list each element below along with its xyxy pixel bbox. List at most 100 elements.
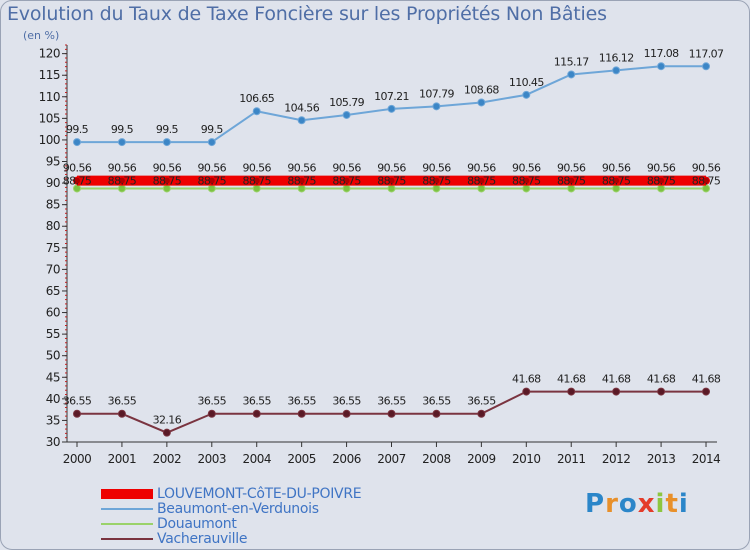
- x-tick-label: 2002: [153, 452, 182, 466]
- x-tick-label: 2003: [198, 452, 227, 466]
- data-label: 90.56: [242, 162, 271, 175]
- data-point: [612, 66, 621, 75]
- data-point: [117, 138, 126, 147]
- proxiti-logo-letter: o: [618, 489, 638, 519]
- data-point: [387, 409, 396, 418]
- data-point: [432, 176, 441, 185]
- y-tick-label: 110: [39, 90, 60, 104]
- data-label: 90.56: [512, 162, 541, 175]
- data-label: 105.79: [329, 96, 364, 109]
- data-point: [162, 138, 171, 147]
- data-label: 90.56: [602, 162, 631, 175]
- legend-label-douaumont: Douaumont: [157, 516, 237, 532]
- data-point: [297, 116, 306, 125]
- data-point: [207, 409, 216, 418]
- x-tick-label: 2004: [242, 452, 271, 466]
- data-point: [702, 62, 711, 71]
- legend-label-louvemont: LOUVEMONT-CôTE-DU-POIVRE: [157, 486, 362, 502]
- chart-title: Evolution du Taux de Taxe Foncière sur l…: [7, 3, 607, 25]
- data-point: [297, 176, 306, 185]
- data-point: [342, 409, 351, 418]
- data-label: 90.56: [332, 162, 361, 175]
- data-label: 88.75: [512, 174, 541, 187]
- data-point: [297, 409, 306, 418]
- data-label: 88.75: [422, 174, 451, 187]
- data-label: 110.45: [509, 76, 544, 89]
- data-label: 104.56: [284, 101, 319, 114]
- data-point: [117, 409, 126, 418]
- y-tick-label: 60: [46, 306, 60, 320]
- y-tick-label: 120: [39, 47, 60, 61]
- y-tick-label: 115: [39, 68, 60, 82]
- legend-swatch-louvemont: [101, 489, 153, 499]
- data-point: [117, 176, 126, 185]
- x-tick-label: 2012: [602, 452, 631, 466]
- data-label: 90.56: [692, 162, 721, 175]
- data-point: [207, 138, 216, 147]
- y-tick-label: 100: [39, 133, 60, 147]
- data-point: [522, 176, 531, 185]
- data-label: 116.12: [599, 51, 634, 64]
- x-tick-label: 2007: [377, 452, 406, 466]
- proxiti-logo-letter: x: [637, 489, 656, 519]
- x-tick-label: 2014: [692, 452, 721, 466]
- data-label: 41.68: [647, 373, 676, 386]
- data-point: [657, 62, 666, 71]
- x-tick-label: 2008: [422, 452, 451, 466]
- legend-swatch-douaumont: [101, 523, 153, 525]
- data-label: 90.56: [557, 162, 586, 175]
- data-point: [432, 409, 441, 418]
- y-tick-label: 90: [46, 176, 60, 190]
- data-point: [342, 110, 351, 119]
- data-point: [162, 428, 171, 437]
- y-tick-label: 40: [46, 392, 60, 406]
- data-point: [432, 102, 441, 111]
- data-label: 88.75: [557, 174, 586, 187]
- proxiti-logo: Proxiti: [585, 489, 689, 519]
- data-label: 90.56: [198, 162, 227, 175]
- data-label: 90.56: [63, 162, 92, 175]
- chart-unit-label: (en %): [23, 29, 60, 42]
- y-tick-label: 105: [39, 111, 60, 125]
- data-point: [73, 138, 81, 147]
- data-label: 36.55: [108, 395, 137, 408]
- data-point: [477, 176, 486, 185]
- y-tick-label: 65: [46, 284, 60, 298]
- y-tick-label: 85: [46, 198, 60, 212]
- data-label: 36.55: [467, 395, 496, 408]
- data-label: 90.56: [422, 162, 451, 175]
- data-label: 36.55: [377, 395, 406, 408]
- data-label: 41.68: [557, 373, 586, 386]
- data-point: [252, 409, 261, 418]
- proxiti-logo-letter: t: [665, 489, 679, 519]
- data-point: [162, 176, 171, 185]
- data-label: 36.55: [332, 395, 361, 408]
- data-label: 41.68: [512, 373, 541, 386]
- data-label: 90.56: [647, 162, 676, 175]
- data-label: 117.08: [644, 47, 679, 60]
- data-point: [477, 98, 486, 107]
- y-tick-label: 80: [46, 219, 60, 233]
- proxiti-logo-letter: i: [655, 489, 666, 519]
- legend-swatch-beaumont: [101, 508, 153, 510]
- data-label: 90.56: [377, 162, 406, 175]
- y-tick-label: 30: [46, 435, 60, 449]
- data-label: 88.75: [377, 174, 406, 187]
- data-point: [387, 176, 396, 185]
- legend-swatch-vacherauville: [101, 538, 153, 540]
- data-point: [612, 387, 621, 396]
- data-label: 90.56: [287, 162, 316, 175]
- data-point: [567, 70, 576, 79]
- data-label: 88.75: [153, 174, 182, 187]
- data-point: [207, 176, 216, 185]
- data-label: 88.75: [602, 174, 631, 187]
- data-label: 117.07: [689, 47, 724, 60]
- data-point: [522, 90, 531, 99]
- legend-label-vacherauville: Vacherauville: [157, 531, 248, 547]
- data-label: 88.75: [467, 174, 496, 187]
- x-tick-label: 2011: [557, 452, 586, 466]
- x-tick-label: 2009: [467, 452, 496, 466]
- data-label: 99.5: [201, 123, 224, 136]
